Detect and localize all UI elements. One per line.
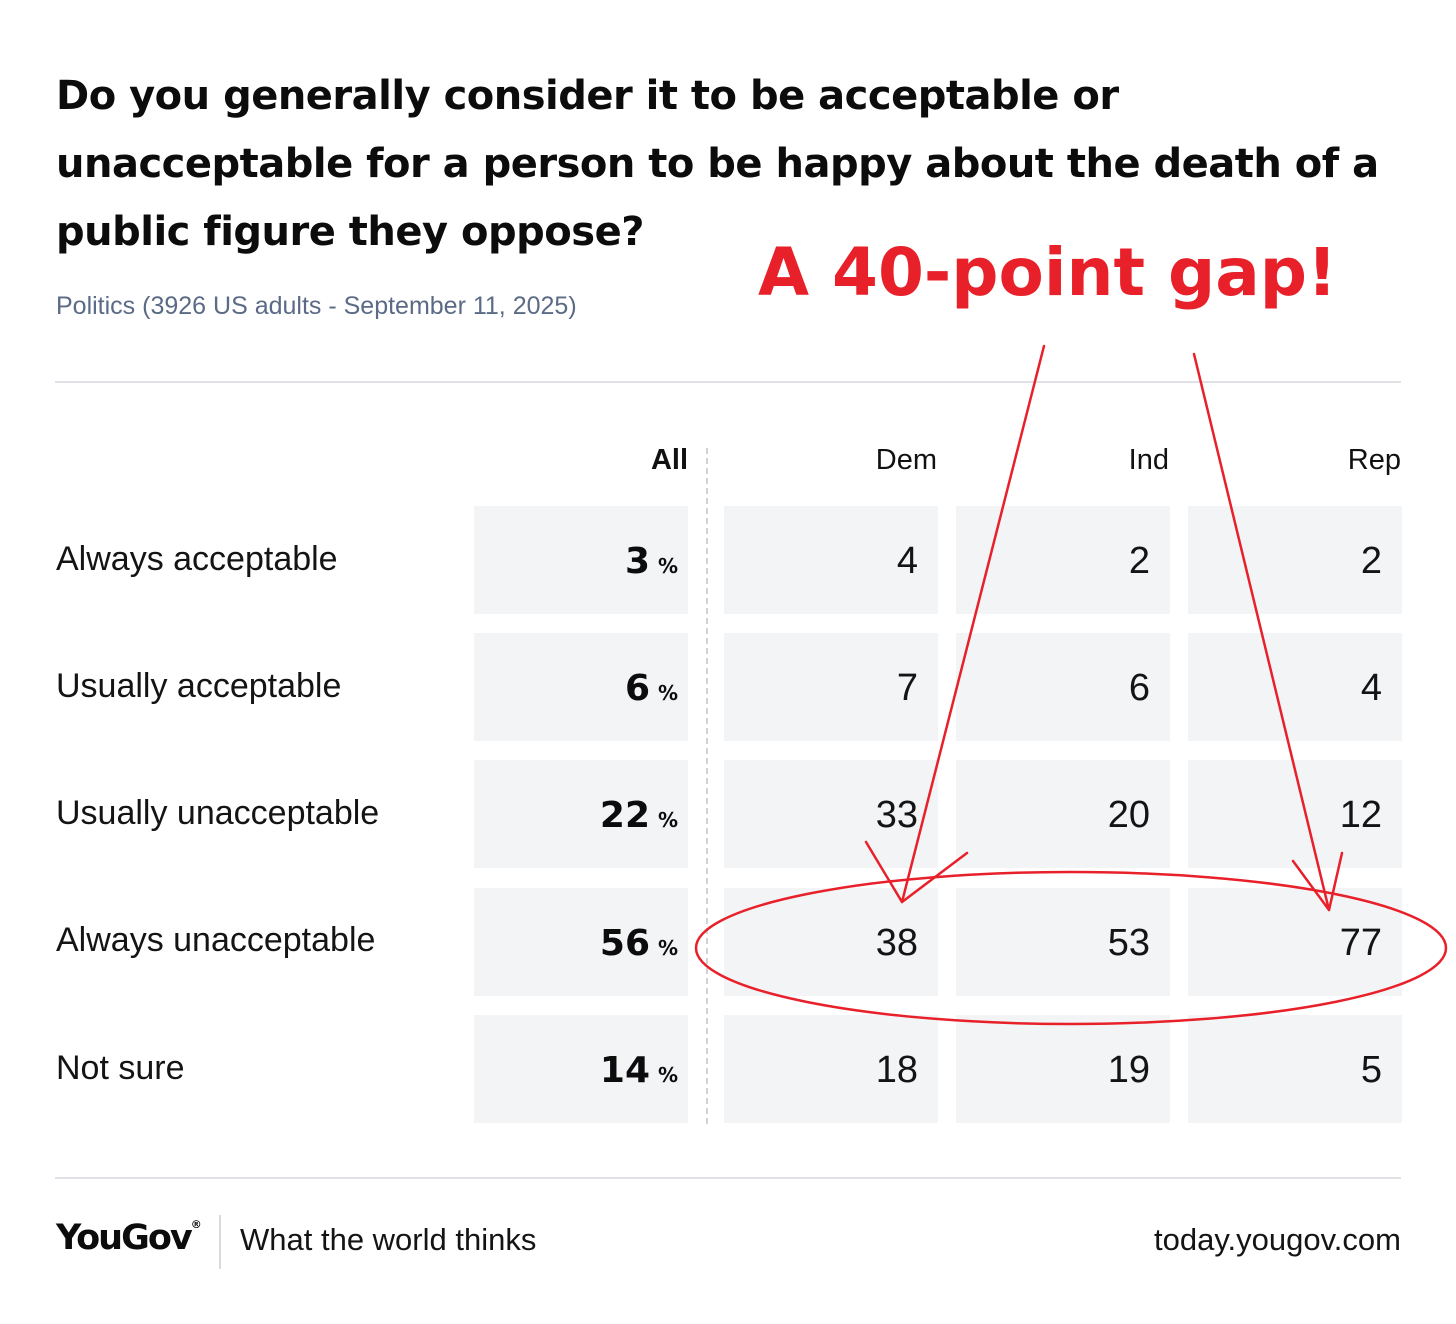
chart-subtitle: Politics (3926 US adults - September 11,… — [56, 292, 577, 320]
cell-rep: 5 — [1188, 1015, 1402, 1123]
annotation-highlight-ellipse — [694, 870, 1448, 1026]
row-label: Usually acceptable — [56, 667, 342, 705]
percent-sign: % — [657, 936, 678, 960]
value-ind: 6 — [1128, 667, 1150, 709]
brand-name: YouGov — [56, 1218, 193, 1258]
value-all: 22 — [599, 795, 650, 836]
cell-rep: 4 — [1188, 633, 1402, 741]
percent-sign: % — [657, 554, 678, 578]
row-label: Always unacceptable — [56, 921, 376, 959]
value-all: 3 — [624, 541, 650, 582]
annotation-arrow-to-dem — [900, 344, 1046, 904]
cell-dem: 4 — [724, 506, 938, 614]
registered-mark: ® — [190, 1218, 202, 1231]
row-label: Always acceptable — [56, 540, 338, 578]
cell-all: 56% — [474, 888, 688, 996]
column-header-ind: Ind — [1128, 444, 1169, 476]
value-dem: 33 — [875, 794, 918, 836]
value-rep: 77 — [1339, 922, 1382, 964]
footer-site-link[interactable]: today.yougov.com — [1154, 1222, 1401, 1257]
annotation-arrowhead-dem — [864, 840, 969, 904]
percent-sign: % — [657, 808, 678, 832]
row-label: Usually unacceptable — [56, 794, 380, 832]
all-column-divider — [706, 448, 708, 1124]
value-all: 6 — [624, 668, 650, 709]
cell-all: 6% — [474, 633, 688, 741]
cell-dem: 18 — [724, 1015, 938, 1123]
annotation-text: A 40-point gap! — [758, 234, 1338, 311]
yougov-logo[interactable]: YouGov® — [56, 1218, 202, 1258]
cell-all: 3% — [474, 506, 688, 614]
cell-rep: 12 — [1188, 760, 1402, 868]
value-rep: 5 — [1360, 1049, 1382, 1091]
value-rep: 4 — [1360, 667, 1382, 709]
value-all: 56 — [599, 923, 650, 964]
cell-ind: 2 — [956, 506, 1170, 614]
cell-dem: 33 — [724, 760, 938, 868]
column-header-all: All — [650, 444, 688, 476]
cell-ind: 20 — [956, 760, 1170, 868]
bottom-rule — [55, 1177, 1401, 1179]
value-dem: 38 — [875, 922, 918, 964]
annotation-arrow-to-rep — [1192, 352, 1331, 912]
value-ind: 20 — [1107, 794, 1150, 836]
cell-rep: 2 — [1188, 506, 1402, 614]
cell-all: 14% — [474, 1015, 688, 1123]
cell-all: 22% — [474, 760, 688, 868]
row-label: Not sure — [56, 1049, 185, 1087]
cell-ind: 6 — [956, 633, 1170, 741]
value-rep: 12 — [1339, 794, 1382, 836]
percent-sign: % — [657, 681, 678, 705]
value-dem: 7 — [896, 667, 918, 709]
value-all: 14 — [599, 1050, 650, 1091]
value-ind: 2 — [1128, 540, 1150, 582]
value-ind: 53 — [1107, 922, 1150, 964]
cell-rep: 77 — [1188, 888, 1402, 996]
column-header-dem: Dem — [875, 444, 937, 476]
value-dem: 4 — [896, 540, 918, 582]
cell-ind: 53 — [956, 888, 1170, 996]
value-rep: 2 — [1360, 540, 1382, 582]
value-dem: 18 — [875, 1049, 918, 1091]
cell-dem: 7 — [724, 633, 938, 741]
annotation-arrowhead-rep — [1291, 851, 1344, 912]
footer-separator — [219, 1215, 221, 1269]
percent-sign: % — [657, 1063, 678, 1087]
footer-tagline: What the world thinks — [240, 1222, 537, 1257]
top-rule — [55, 381, 1401, 383]
value-ind: 19 — [1107, 1049, 1150, 1091]
cell-ind: 19 — [956, 1015, 1170, 1123]
chart-title: Do you generally consider it to be accep… — [56, 73, 1379, 255]
column-header-rep: Rep — [1347, 444, 1401, 476]
